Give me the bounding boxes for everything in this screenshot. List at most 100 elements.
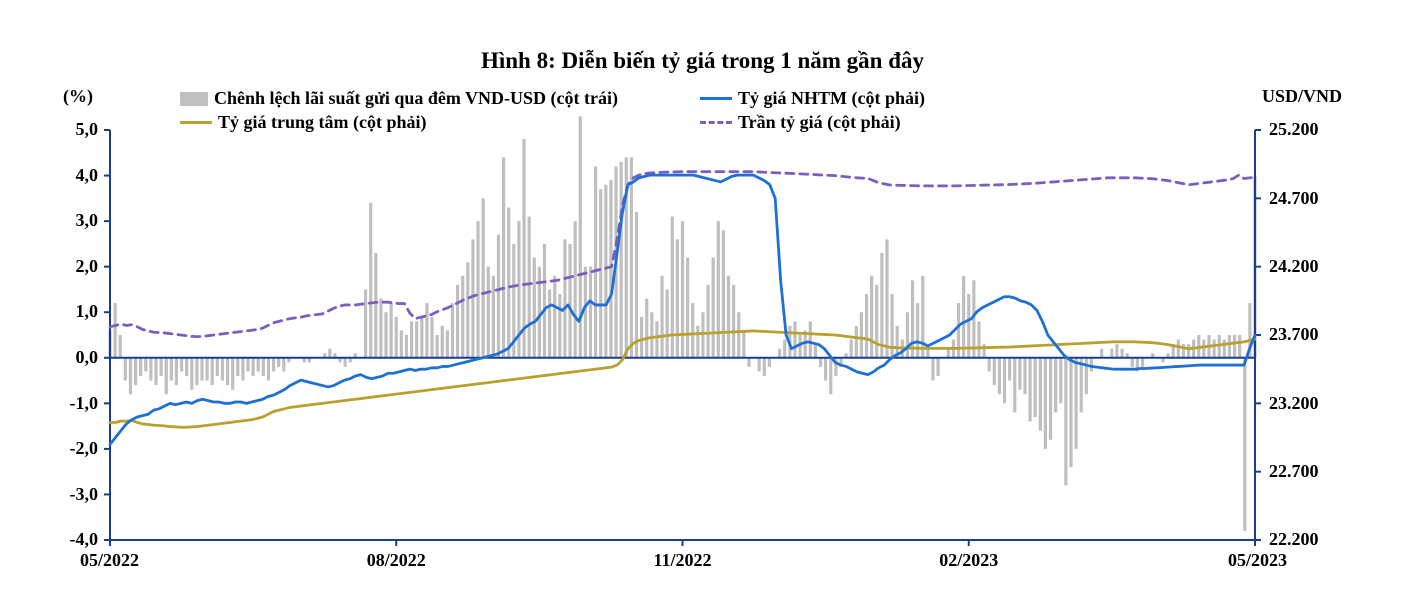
- bar: [369, 203, 372, 358]
- bar: [395, 317, 398, 358]
- bar: [328, 349, 331, 358]
- y-right-tick-label: 22.700: [1269, 461, 1319, 482]
- bar: [533, 258, 536, 358]
- bar: [599, 189, 602, 358]
- bar: [415, 321, 418, 357]
- y-right-tick-label: 24.700: [1269, 188, 1319, 209]
- bar: [681, 221, 684, 358]
- bar: [875, 285, 878, 358]
- bar: [829, 358, 832, 394]
- bar: [272, 358, 275, 372]
- bar: [1003, 358, 1006, 404]
- bar: [1018, 358, 1021, 390]
- bar: [1090, 358, 1093, 372]
- bar: [655, 321, 658, 357]
- bar: [1074, 358, 1077, 449]
- bar: [384, 312, 387, 358]
- bar: [528, 217, 531, 358]
- bar: [706, 285, 709, 358]
- bar: [1121, 349, 1124, 358]
- bar: [231, 358, 234, 390]
- bar: [1054, 358, 1057, 413]
- bar: [962, 276, 965, 358]
- bar: [241, 358, 244, 381]
- bar: [538, 267, 541, 358]
- bar: [1243, 358, 1246, 531]
- legend-swatch-bar: [180, 92, 208, 106]
- bar: [1228, 335, 1231, 358]
- bar: [947, 349, 950, 358]
- y-right-tick-label: 23.200: [1269, 393, 1319, 414]
- bar: [165, 358, 168, 394]
- legend-swatch-dash: [700, 121, 732, 124]
- bar: [671, 217, 674, 358]
- y-left-tick-label: 1,0: [76, 301, 99, 322]
- chart-wrapper: Hình 8: Diễn biến tỷ giá trong 1 năm gần…: [0, 0, 1405, 611]
- bar: [936, 358, 939, 376]
- bar: [446, 330, 449, 357]
- bar: [507, 207, 510, 357]
- bar: [487, 267, 490, 358]
- bar: [691, 303, 694, 358]
- bar: [630, 157, 633, 357]
- bar: [1223, 340, 1226, 358]
- bar: [931, 358, 934, 381]
- bar: [1069, 358, 1072, 467]
- bar: [977, 321, 980, 357]
- legend-item: Tỷ giá trung tâm (cột phải): [180, 112, 427, 133]
- bar: [635, 212, 638, 358]
- bar: [666, 289, 669, 357]
- bar: [471, 239, 474, 357]
- bar: [660, 276, 663, 358]
- bar: [466, 262, 469, 358]
- bar: [170, 358, 173, 381]
- bar: [200, 358, 203, 381]
- bar: [727, 276, 730, 358]
- bar: [180, 358, 183, 372]
- bar: [252, 358, 255, 376]
- bar: [911, 280, 914, 357]
- bar: [1059, 358, 1062, 404]
- bar: [282, 358, 285, 372]
- bar: [768, 358, 771, 367]
- bar: [364, 289, 367, 357]
- bar: [1187, 344, 1190, 358]
- bar: [461, 276, 464, 358]
- bar: [814, 344, 817, 358]
- bar: [114, 303, 117, 358]
- x-tick-label: 02/2023: [939, 550, 998, 571]
- bar: [717, 221, 720, 358]
- bar: [737, 312, 740, 358]
- bar: [732, 285, 735, 358]
- bar: [568, 244, 571, 358]
- bar: [1085, 358, 1088, 394]
- y-right-tick-label: 25.200: [1269, 119, 1319, 140]
- bar: [262, 358, 265, 376]
- bar: [476, 221, 479, 358]
- y-right-tick-label: 23.700: [1269, 324, 1319, 345]
- bar: [236, 358, 239, 376]
- legend-swatch-line: [180, 121, 212, 124]
- y-left-tick-label: -3,0: [70, 484, 99, 505]
- bar: [456, 285, 459, 358]
- bar: [574, 221, 577, 358]
- bar: [374, 253, 377, 358]
- legend-label: Tỷ giá trung tâm (cột phải): [218, 112, 427, 133]
- bar: [124, 358, 127, 381]
- bar: [119, 335, 122, 358]
- bar: [604, 185, 607, 358]
- bar: [139, 358, 142, 376]
- bar: [870, 276, 873, 358]
- bar: [1213, 340, 1216, 358]
- bar: [1013, 358, 1016, 413]
- bar: [1080, 358, 1083, 413]
- legend-label: Tỷ giá NHTM (cột phải): [738, 88, 925, 109]
- y-right-tick-label: 22.200: [1269, 529, 1319, 550]
- legend-label: Chênh lệch lãi suất gửi qua đêm VND-USD …: [214, 88, 618, 109]
- bar: [609, 180, 612, 358]
- bar: [267, 358, 270, 381]
- bar: [1141, 358, 1144, 367]
- y-left-tick-label: -1,0: [70, 393, 99, 414]
- bar: [783, 340, 786, 358]
- bar: [400, 330, 403, 357]
